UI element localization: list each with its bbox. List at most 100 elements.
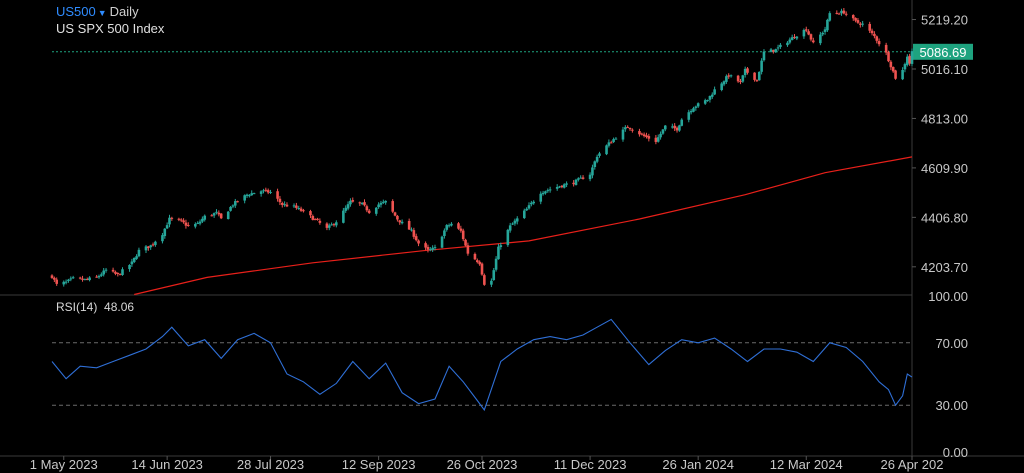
candle-body-up xyxy=(821,32,825,35)
candle-body-down xyxy=(457,223,460,229)
candle-body-down xyxy=(285,204,289,207)
candle-body-down xyxy=(572,182,575,185)
candle-body-up xyxy=(710,94,714,97)
candle-body-up xyxy=(903,64,907,70)
x-tick-label: 12 Mar 2024 xyxy=(770,457,843,472)
candle-body-down xyxy=(654,137,658,142)
candle-body-up xyxy=(598,153,601,156)
candle-body-up xyxy=(823,29,827,32)
candle-body-down xyxy=(459,228,463,231)
candle-body-down xyxy=(398,220,402,223)
candle-body-up xyxy=(544,191,547,194)
candle-body-up xyxy=(374,207,378,214)
candle-body-down xyxy=(804,29,808,31)
symbol-selector[interactable]: US500 xyxy=(56,4,96,19)
candle-body-up xyxy=(774,49,778,53)
candle-body-up xyxy=(344,207,348,211)
candle-body-up xyxy=(499,245,503,248)
candle-body-up xyxy=(656,137,660,142)
candle-body-up xyxy=(786,42,789,46)
candle-body-down xyxy=(884,44,888,53)
candle-body-up xyxy=(687,112,691,120)
candle-body-down xyxy=(478,261,481,265)
candle-body-up xyxy=(906,56,909,65)
candle-body-down xyxy=(391,201,395,212)
candle-body-up xyxy=(706,100,709,102)
candle-body-up xyxy=(539,193,543,202)
candle-body-up xyxy=(445,225,449,230)
candle-body-up xyxy=(574,179,578,185)
candle-body-down xyxy=(483,275,486,285)
candle-body-down xyxy=(560,185,564,188)
candle-body-down xyxy=(407,221,411,230)
candle-body-up xyxy=(121,269,124,275)
candle-body-up xyxy=(64,281,68,283)
candle-body-down xyxy=(426,246,430,250)
candle-body-up xyxy=(297,207,301,209)
candle-body-up xyxy=(194,223,197,227)
candle-body-up xyxy=(671,126,674,128)
candle-body-down xyxy=(746,68,749,73)
candle-body-up xyxy=(137,249,141,257)
candle-body-up xyxy=(607,142,611,146)
triangle-down-icon[interactable]: ▼ xyxy=(97,8,107,18)
x-tick-label: 26 Apr 202 xyxy=(881,457,944,472)
candle-body-up xyxy=(100,274,103,276)
candle-body-down xyxy=(351,200,355,202)
candle-body-up xyxy=(541,192,545,195)
candle-body-up xyxy=(196,222,199,224)
candle-body-up xyxy=(259,191,263,194)
candle-body-up xyxy=(212,213,216,216)
candle-body-down xyxy=(887,52,890,62)
candle-body-up xyxy=(795,36,799,39)
candle-body-up xyxy=(168,217,171,225)
candle-body-up xyxy=(245,194,249,196)
candle-body-up xyxy=(595,156,599,162)
candle-body-up xyxy=(624,127,627,130)
candle-body-up xyxy=(443,230,446,237)
candle-body-up xyxy=(226,211,230,220)
candle-body-up xyxy=(508,225,512,231)
price-y-tick-label: 4406.80 xyxy=(921,210,968,225)
candle-body-up xyxy=(165,225,169,229)
x-tick-label: 26 Oct 2023 xyxy=(447,457,518,472)
candle-body-down xyxy=(151,244,155,246)
candle-body-up xyxy=(243,195,246,201)
candle-body-up xyxy=(250,193,254,196)
candle-body-down xyxy=(170,217,174,219)
candle-body-down xyxy=(859,23,862,25)
candle-body-up xyxy=(433,247,437,249)
rsi-y-tick-label: 70.00 xyxy=(935,336,968,351)
candle-body-up xyxy=(802,29,806,37)
candle-body-up xyxy=(330,224,333,226)
candle-body-up xyxy=(522,210,526,219)
candles xyxy=(50,7,914,288)
candle-body-down xyxy=(894,70,897,79)
candle-body-down xyxy=(182,220,185,223)
candle-body-down xyxy=(358,202,362,204)
candle-body-up xyxy=(215,211,218,213)
rsi-y-tick-label: 0.00 xyxy=(943,445,968,460)
candle-body-up xyxy=(530,202,533,205)
candle-body-up xyxy=(269,191,272,193)
candle-body-down xyxy=(856,20,860,23)
interval-label[interactable]: Daily xyxy=(109,4,139,19)
candle-body-up xyxy=(198,221,202,224)
candle-body-up xyxy=(203,215,207,220)
candle-body-down xyxy=(807,31,810,35)
candle-body-up xyxy=(790,37,794,40)
candle-body-up xyxy=(515,218,519,222)
rsi-title: RSI(14) xyxy=(56,300,98,314)
candle-body-up xyxy=(511,223,514,225)
candle-body-up xyxy=(720,83,723,90)
candle-body-up xyxy=(776,47,780,49)
candle-body-down xyxy=(873,33,876,37)
candle-body-down xyxy=(842,10,846,14)
candle-body-down xyxy=(812,40,815,43)
candle-body-down xyxy=(473,253,477,260)
candle-body-down xyxy=(217,212,221,215)
instrument-name: US SPX 500 Index xyxy=(56,21,165,36)
candle-body-up xyxy=(231,205,235,207)
